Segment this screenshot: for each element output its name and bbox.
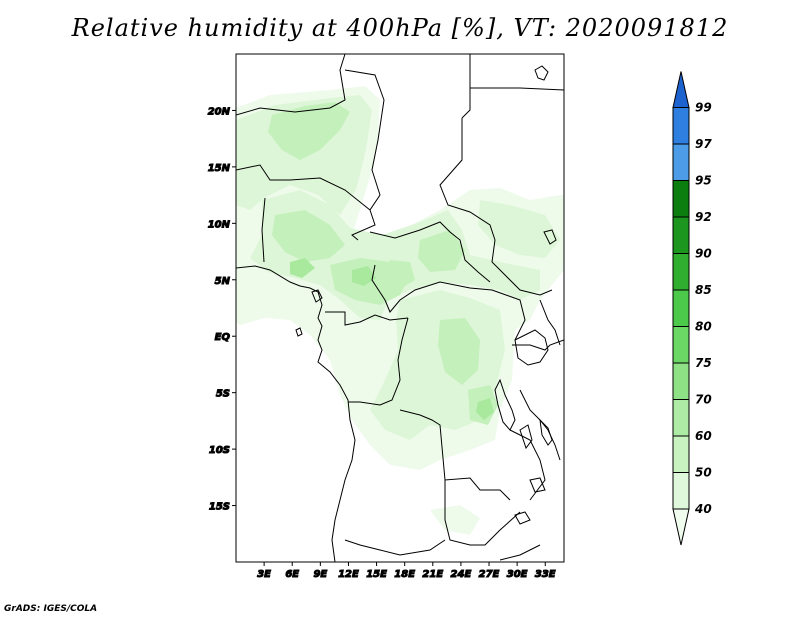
- lat-tick-label: 15S: [209, 502, 230, 513]
- grads-credit: GrADS: IGES/COLA: [4, 604, 98, 614]
- colorbar: 40 50 60 70 75 80 85 90 92 95 97 99: [672, 71, 712, 546]
- colorbar-label: 90: [695, 247, 712, 261]
- lon-tick-label: 30E: [507, 569, 528, 580]
- map-title: Relative humidity at 400hPa [%], VT: 202…: [71, 14, 729, 42]
- lon-tick-label: 21E: [422, 569, 443, 580]
- colorbar-segment: [672, 180, 690, 218]
- colorbar-label: 75: [695, 356, 712, 370]
- colorbar-segment: [672, 253, 690, 291]
- colorbar-segment: [672, 435, 690, 473]
- lat-tick-label: 10N: [208, 219, 231, 230]
- lat-tick-label: 15N: [208, 163, 231, 174]
- colorbar-segment: [672, 107, 690, 145]
- colorbar-segment: [672, 289, 690, 327]
- colorbar-high-arrow: [672, 71, 690, 108]
- political-boundaries: [236, 54, 564, 562]
- colorbar-segment: [672, 472, 690, 510]
- colorbar-label: 40: [694, 502, 712, 516]
- lat-tick-label: 10S: [209, 445, 230, 456]
- colorbar-label: 92: [695, 210, 712, 224]
- colorbar-label: 99: [695, 101, 712, 115]
- lon-tick-label: 15E: [366, 569, 387, 580]
- lat-tick-label: EQ: [215, 332, 231, 343]
- lon-tick-label: 3E: [257, 569, 271, 580]
- colorbar-label: 70: [695, 393, 712, 407]
- lon-tick-label: 18E: [394, 569, 415, 580]
- lon-tick-label: 24E: [451, 569, 472, 580]
- colorbar-low-arrow: [672, 508, 690, 546]
- latitude-axis: 20N 15N 10N 5N EQ 5S 10S 15S: [207, 106, 236, 513]
- colorbar-label: 50: [695, 466, 712, 480]
- lon-tick-label: 12E: [338, 569, 359, 580]
- colorbar-segment: [672, 326, 690, 364]
- lon-tick-label: 9E: [313, 569, 327, 580]
- colorbar-label: 85: [695, 283, 712, 297]
- colorbar-label: 60: [695, 429, 712, 443]
- shade-level-70: [290, 258, 494, 420]
- lat-tick-label: 20N: [208, 106, 231, 117]
- lat-tick-label: 5N: [215, 276, 231, 287]
- map-frame: [235, 53, 565, 563]
- colorbar-segment: [672, 216, 690, 254]
- colorbar-segment: [672, 143, 690, 181]
- lat-tick-label: 5S: [216, 389, 230, 400]
- colorbar-label: 97: [695, 137, 712, 151]
- colorbar-segment: [672, 362, 690, 400]
- colorbar-label: 95: [695, 174, 712, 188]
- lakes: [295, 65, 557, 525]
- lon-tick-label: 33E: [535, 569, 556, 580]
- longitude-axis: 3E 6E 9E 12E 15E 18E 21E 24E 27E 30E 33E: [257, 562, 556, 581]
- colorbar-label: 80: [695, 320, 712, 334]
- lon-tick-label: 27E: [479, 569, 500, 580]
- humidity-shading: [236, 86, 564, 535]
- colorbar-segment: [672, 399, 690, 437]
- lon-tick-label: 6E: [285, 569, 299, 580]
